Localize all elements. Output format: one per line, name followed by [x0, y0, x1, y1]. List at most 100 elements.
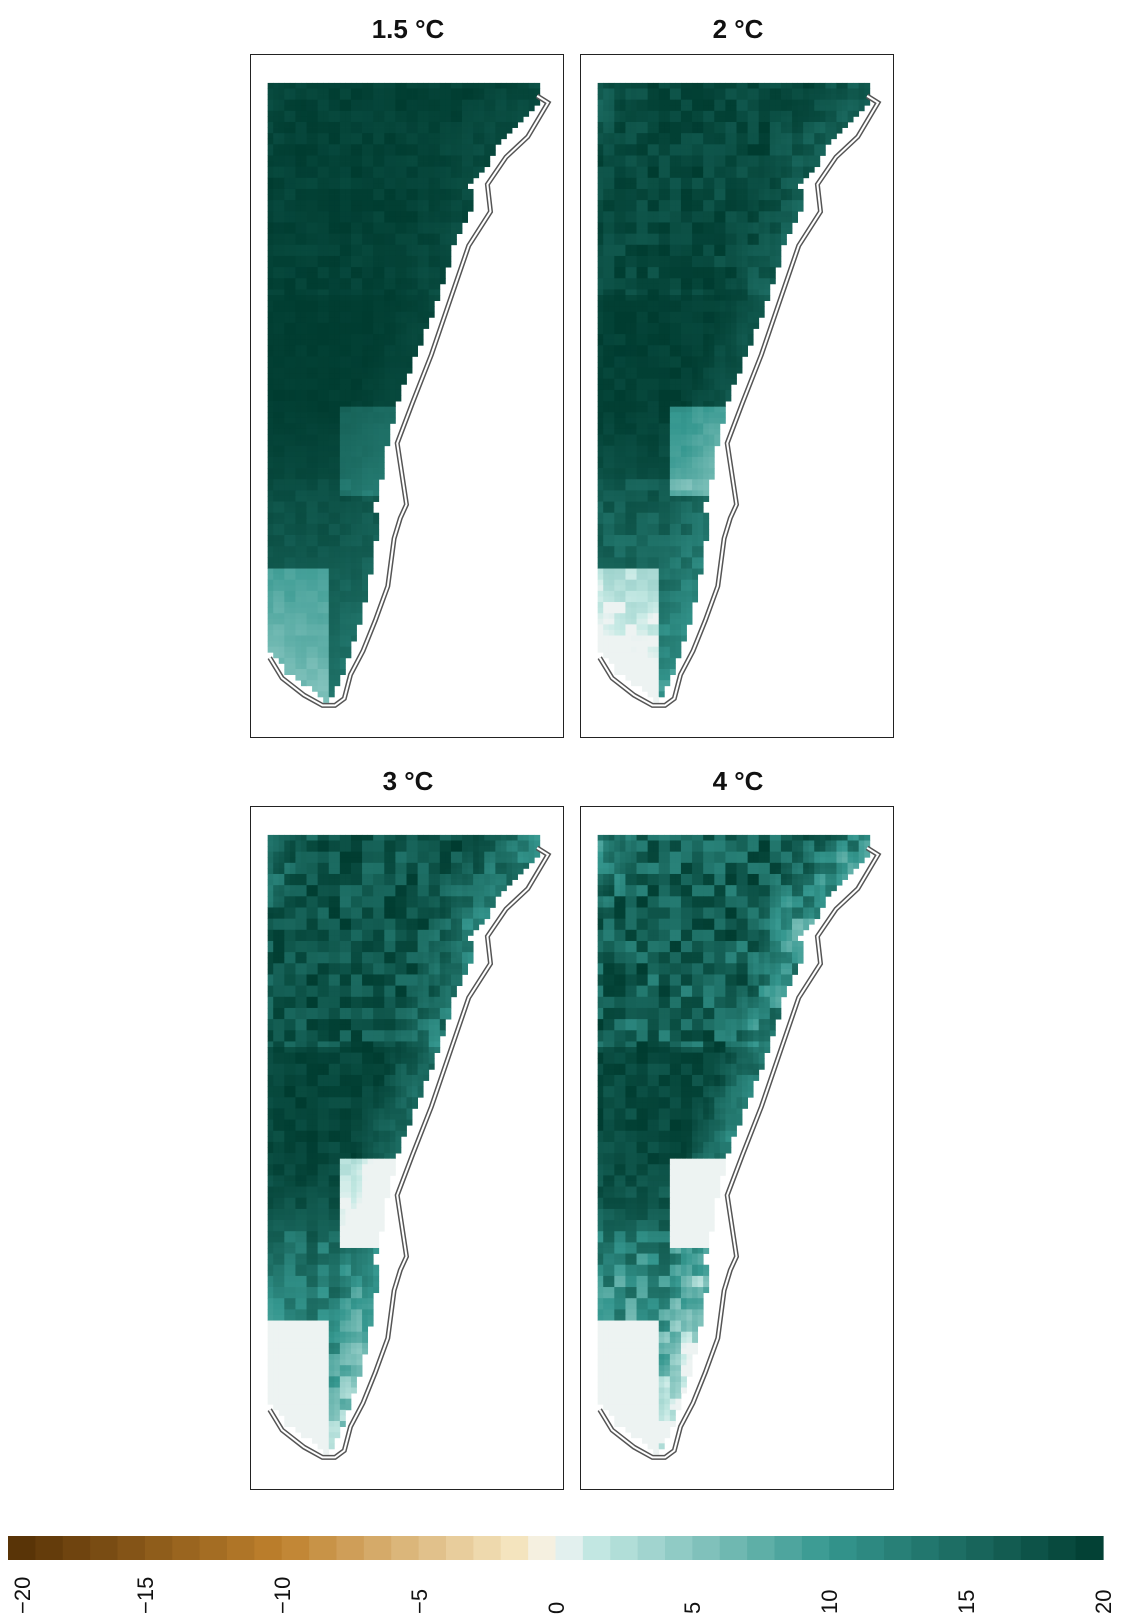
map-cell: [367, 389, 374, 396]
map-cell: [328, 300, 335, 307]
map-cell: [669, 300, 676, 307]
map-cell: [697, 356, 704, 363]
map-cell: [306, 618, 313, 625]
map-cell: [653, 244, 660, 251]
map-cell: [450, 239, 457, 246]
map-cell: [753, 317, 760, 324]
map-cell: [273, 261, 280, 268]
map-cell: [736, 367, 743, 374]
map-cell: [489, 121, 496, 128]
map-cell: [736, 356, 743, 363]
map-cell: [786, 105, 793, 112]
map-cell: [267, 110, 274, 117]
map-cell: [642, 267, 649, 274]
map-cell: [362, 445, 369, 452]
map-cell: [780, 127, 787, 134]
map-cell: [317, 669, 324, 675]
map-cell: [664, 267, 671, 274]
map-cell: [725, 205, 732, 212]
map-cell: [630, 82, 637, 89]
map-cell: [417, 121, 424, 128]
map-cell: [669, 384, 676, 391]
map-cell: [356, 322, 363, 329]
map-cell: [742, 283, 748, 290]
map-cell: [478, 133, 485, 140]
map-cell: [400, 328, 407, 335]
map-cell: [736, 233, 743, 240]
map-cell: [500, 94, 507, 101]
map-cell: [395, 367, 402, 374]
map-cell: [445, 116, 452, 123]
map-cell: [758, 133, 765, 140]
map-cell: [267, 501, 274, 508]
map-cell: [273, 590, 280, 597]
map-cell: [775, 121, 782, 128]
map-cell: [853, 110, 860, 117]
map-cell: [345, 261, 352, 268]
map-cell: [339, 468, 346, 475]
map-cell: [758, 211, 765, 218]
map-cell: [289, 389, 296, 396]
map-cell: [714, 233, 721, 240]
map-cell: [669, 412, 676, 419]
map-cell: [295, 362, 302, 368]
map-cell: [697, 116, 704, 123]
map-cell: [758, 188, 765, 195]
map-cell: [614, 401, 621, 408]
map-cell: [406, 88, 413, 95]
map-cell: [608, 222, 615, 229]
map-cell: [697, 300, 704, 307]
map-cell: [664, 177, 671, 184]
map-cell: [647, 183, 654, 190]
map-cell: [753, 166, 760, 173]
map-cell: [686, 272, 693, 279]
map-cell: [378, 322, 385, 329]
map-cell: [423, 88, 430, 95]
map-cell: [395, 311, 402, 318]
map-cell: [267, 317, 274, 324]
map-cell: [647, 378, 654, 385]
map-cell: [769, 161, 776, 168]
map-cell: [378, 149, 385, 156]
map-cell: [389, 250, 396, 257]
map-cell: [736, 228, 743, 235]
map-cell: [312, 172, 319, 179]
map-cell: [417, 161, 424, 168]
map-cell: [603, 267, 610, 274]
map-cell: [808, 155, 815, 162]
map-cell: [400, 244, 407, 251]
map-cell: [725, 356, 732, 363]
map-cell: [295, 295, 302, 301]
map-cell: [636, 144, 643, 151]
map-cell: [378, 261, 385, 268]
map-cell: [395, 278, 402, 285]
map-cell: [708, 339, 715, 346]
map-cell: [423, 222, 430, 229]
map-cell: [608, 328, 615, 335]
map-cell: [417, 300, 424, 307]
map-cell: [692, 278, 699, 285]
map-cell: [300, 172, 307, 179]
map-cell: [428, 183, 435, 190]
map-cell: [328, 484, 335, 491]
map-cell: [317, 585, 324, 592]
map-cell: [312, 105, 319, 112]
map-cell: [384, 105, 391, 112]
map-cell: [489, 110, 496, 117]
map-cell: [312, 116, 319, 123]
map-cell: [664, 300, 671, 307]
map-cell: [456, 183, 463, 190]
map-cell: [725, 105, 732, 112]
map-cell: [278, 188, 285, 195]
map-cell: [395, 378, 402, 385]
map-cell: [692, 183, 699, 190]
map-cell: [456, 88, 463, 95]
map-cell: [439, 228, 446, 235]
map-cell: [356, 133, 363, 140]
map-cell: [642, 322, 649, 329]
map-cell: [417, 172, 424, 179]
map-cell: [814, 161, 821, 168]
map-cell: [317, 373, 324, 380]
map-cell: [523, 94, 530, 101]
map-cell: [808, 166, 815, 173]
